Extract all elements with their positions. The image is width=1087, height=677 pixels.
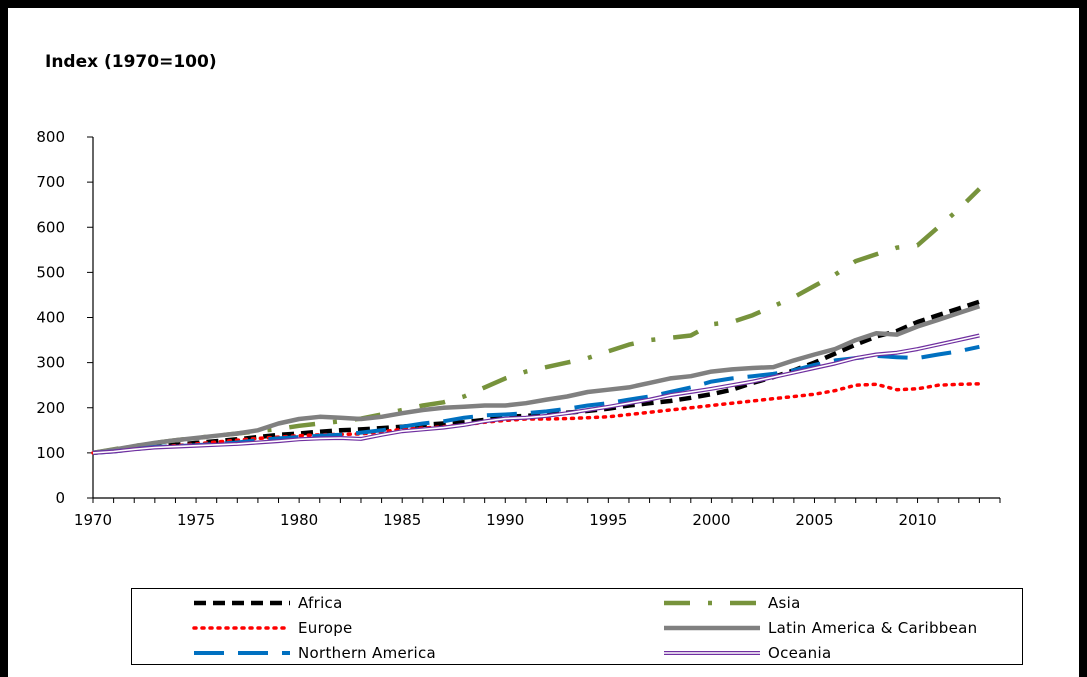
- y-tick-label: 200: [36, 399, 65, 417]
- series-latin-america-caribbean: [92, 304, 981, 456]
- legend-label: Africa: [298, 594, 343, 612]
- legend-swatch: [664, 600, 760, 606]
- y-tick-label: 400: [36, 309, 65, 327]
- x-tick-label: 1980: [280, 511, 318, 529]
- series-layer: [91, 187, 982, 456]
- y-tick-label: 800: [36, 128, 65, 146]
- x-tick-label: 2000: [692, 511, 730, 529]
- x-tick-label: 2010: [898, 511, 936, 529]
- y-ticks: 0 100 200 300 400 500 600 700 800: [36, 128, 93, 507]
- x-ticks: 1970 1975 1980 1985 1990 1995 2000 2005 2010: [74, 498, 1001, 529]
- x-tick-label: 1985: [383, 511, 421, 529]
- legend-item: Europe: [192, 618, 353, 638]
- legend-item: Africa: [192, 593, 343, 613]
- x-tick-label: 1975: [177, 511, 215, 529]
- series-line: [92, 304, 981, 456]
- legend-label: Latin America & Caribbean: [768, 619, 978, 637]
- y-tick-label: 300: [36, 354, 65, 372]
- y-tick-label: 100: [36, 444, 65, 462]
- legend-item: Oceania: [662, 643, 831, 663]
- line-chart: Index (1970=100) 0 100 200 300 400 500 600 700 8…: [36, 52, 1001, 529]
- legend-swatch: [192, 626, 292, 630]
- legend-swatch: [664, 625, 760, 631]
- legend-item: Asia: [662, 593, 801, 613]
- legend: Africa Asia Europe Latin America & Caribbea…: [131, 588, 1023, 665]
- y-tick-label: 500: [36, 263, 65, 281]
- legend-item: Latin America & Caribbean: [662, 618, 977, 638]
- x-tick-label: 1995: [589, 511, 627, 529]
- legend-swatch: [194, 651, 290, 655]
- legend-label: Oceania: [768, 644, 832, 662]
- y-axis-title: Index (1970=100): [45, 52, 217, 72]
- legend-label: Northern America: [298, 644, 437, 662]
- legend-swatch: [664, 651, 760, 655]
- series-line: [92, 334, 980, 454]
- legend-label: Asia: [768, 594, 801, 612]
- y-tick-label: 0: [55, 489, 65, 507]
- series-africa: [92, 299, 981, 456]
- x-tick-label: 1990: [486, 511, 524, 529]
- series-oceania: [92, 333, 980, 455]
- legend-swatch: [194, 600, 290, 606]
- legend-label: Europe: [298, 619, 353, 637]
- x-tick-label: 2005: [795, 511, 833, 529]
- y-tick-label: 700: [36, 173, 65, 191]
- legend-item: Northern America: [192, 643, 436, 663]
- x-tick-label: 1970: [74, 511, 112, 529]
- series-line: [92, 299, 981, 456]
- y-tick-label: 600: [36, 218, 65, 236]
